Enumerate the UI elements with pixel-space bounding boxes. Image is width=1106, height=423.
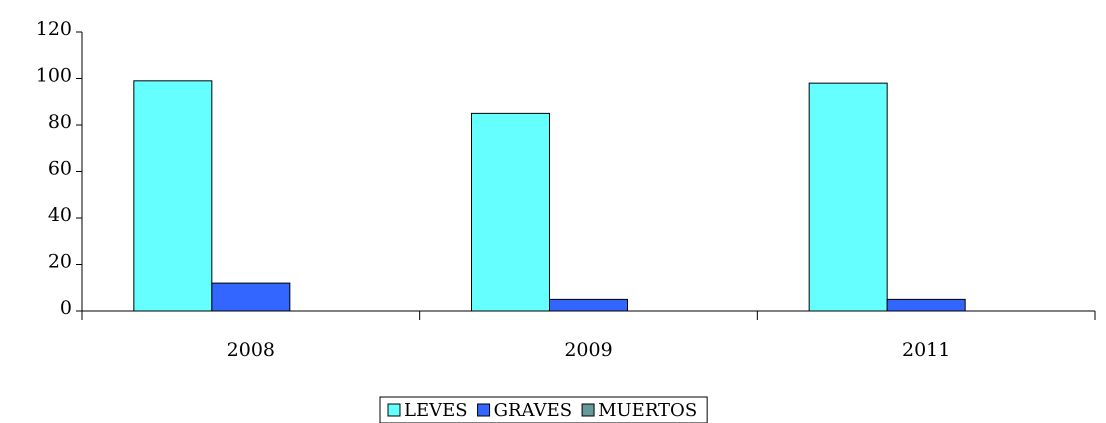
legend-label: LEVES [404,400,468,421]
bar [549,298,628,312]
bar [133,80,213,312]
legend-label: GRAVES [494,400,573,421]
bar [886,298,966,312]
bar [211,282,291,312]
y-tick-label: 80 [48,111,72,133]
x-tick-label: 2011 [902,339,950,361]
legend-swatch [581,403,595,417]
y-tick-label: 20 [48,251,72,273]
bar [471,112,550,312]
legend-box [379,396,708,423]
x-tick-label: 2009 [564,339,612,361]
legend-swatch [387,403,401,417]
legend-swatch [477,403,491,417]
y-tick-label: 120 [36,18,72,40]
legend: LEVES GRAVES MUERTOS [379,396,708,423]
x-tick-label: 2008 [227,339,275,361]
y-tick-label: 0 [60,297,72,319]
y-tick-label: 60 [48,158,72,180]
y-tick-label: 40 [48,204,72,226]
bar [808,82,888,312]
y-tick-label: 100 [36,65,72,87]
legend-label: MUERTOS [598,400,697,421]
